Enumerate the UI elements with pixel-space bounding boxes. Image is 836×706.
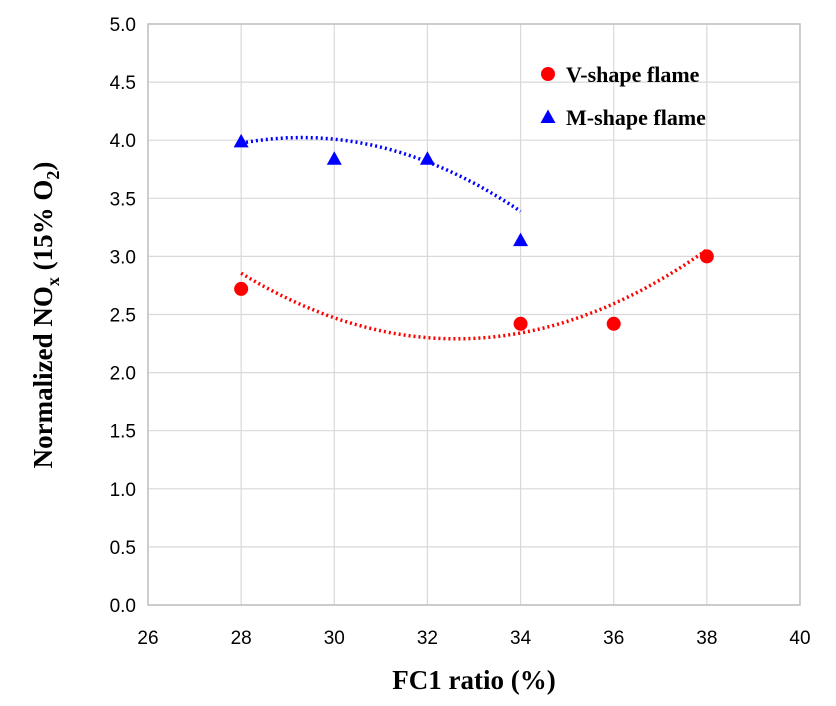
y-tick-label: 0.0 <box>110 596 136 617</box>
y-tick-label: 3.0 <box>110 247 136 268</box>
y-axis-title: Normalized NOx (15% O2) <box>28 162 63 469</box>
y-tick-label: 2.5 <box>110 306 136 327</box>
y-tick-label: 4.0 <box>110 131 136 152</box>
m-shape-data-point <box>326 151 342 165</box>
x-axis-title: FC1 ratio (%) <box>392 665 555 695</box>
data-points <box>233 133 714 331</box>
legend-marker-v-shape <box>541 67 555 81</box>
y-tick-label: 4.5 <box>110 73 136 94</box>
x-tick-label: 32 <box>417 628 438 649</box>
x-tick-label: 36 <box>603 628 624 649</box>
legend-label-m-shape: M-shape flame <box>566 105 706 130</box>
trendline-m-shape <box>240 135 522 213</box>
trendline-v-shape <box>240 248 708 341</box>
v-shape-data-point <box>234 281 249 296</box>
v-shape-data-point <box>513 316 528 331</box>
v-shape-data-point <box>606 316 621 331</box>
m-shape-data-point <box>513 232 529 247</box>
x-tick-label: 30 <box>324 628 345 649</box>
y-tick-label: 2.0 <box>110 364 136 385</box>
v-shape-data-point <box>699 249 714 264</box>
x-tick-label: 34 <box>510 628 532 649</box>
y-tick-label: 1.5 <box>110 422 136 443</box>
m-shape-data-point <box>233 133 249 148</box>
y-axis-ticks: 0.0 0.5 1.0 1.5 2.0 2.5 3.0 3.5 4.0 4.5 5.0 <box>110 15 136 617</box>
x-tick-label: 40 <box>789 628 810 649</box>
grid <box>147 23 801 606</box>
y-tick-label: 0.5 <box>110 538 136 559</box>
y-tick-label: 5.0 <box>110 15 136 36</box>
legend-marker-m-shape <box>540 109 556 123</box>
x-tick-label: 28 <box>231 628 252 649</box>
x-tick-label: 26 <box>137 628 158 649</box>
y-tick-label: 1.0 <box>110 480 136 501</box>
trendlines <box>240 135 708 341</box>
x-tick-label: 38 <box>696 628 717 649</box>
m-shape-data-point <box>419 151 435 165</box>
x-axis-ticks: 26 28 30 32 34 36 38 40 <box>137 628 810 649</box>
plot-area <box>147 23 801 606</box>
legend: V-shape flame M-shape flame <box>540 62 706 130</box>
y-tick-label: 3.5 <box>110 189 136 210</box>
legend-label-v-shape: V-shape flame <box>566 62 700 87</box>
